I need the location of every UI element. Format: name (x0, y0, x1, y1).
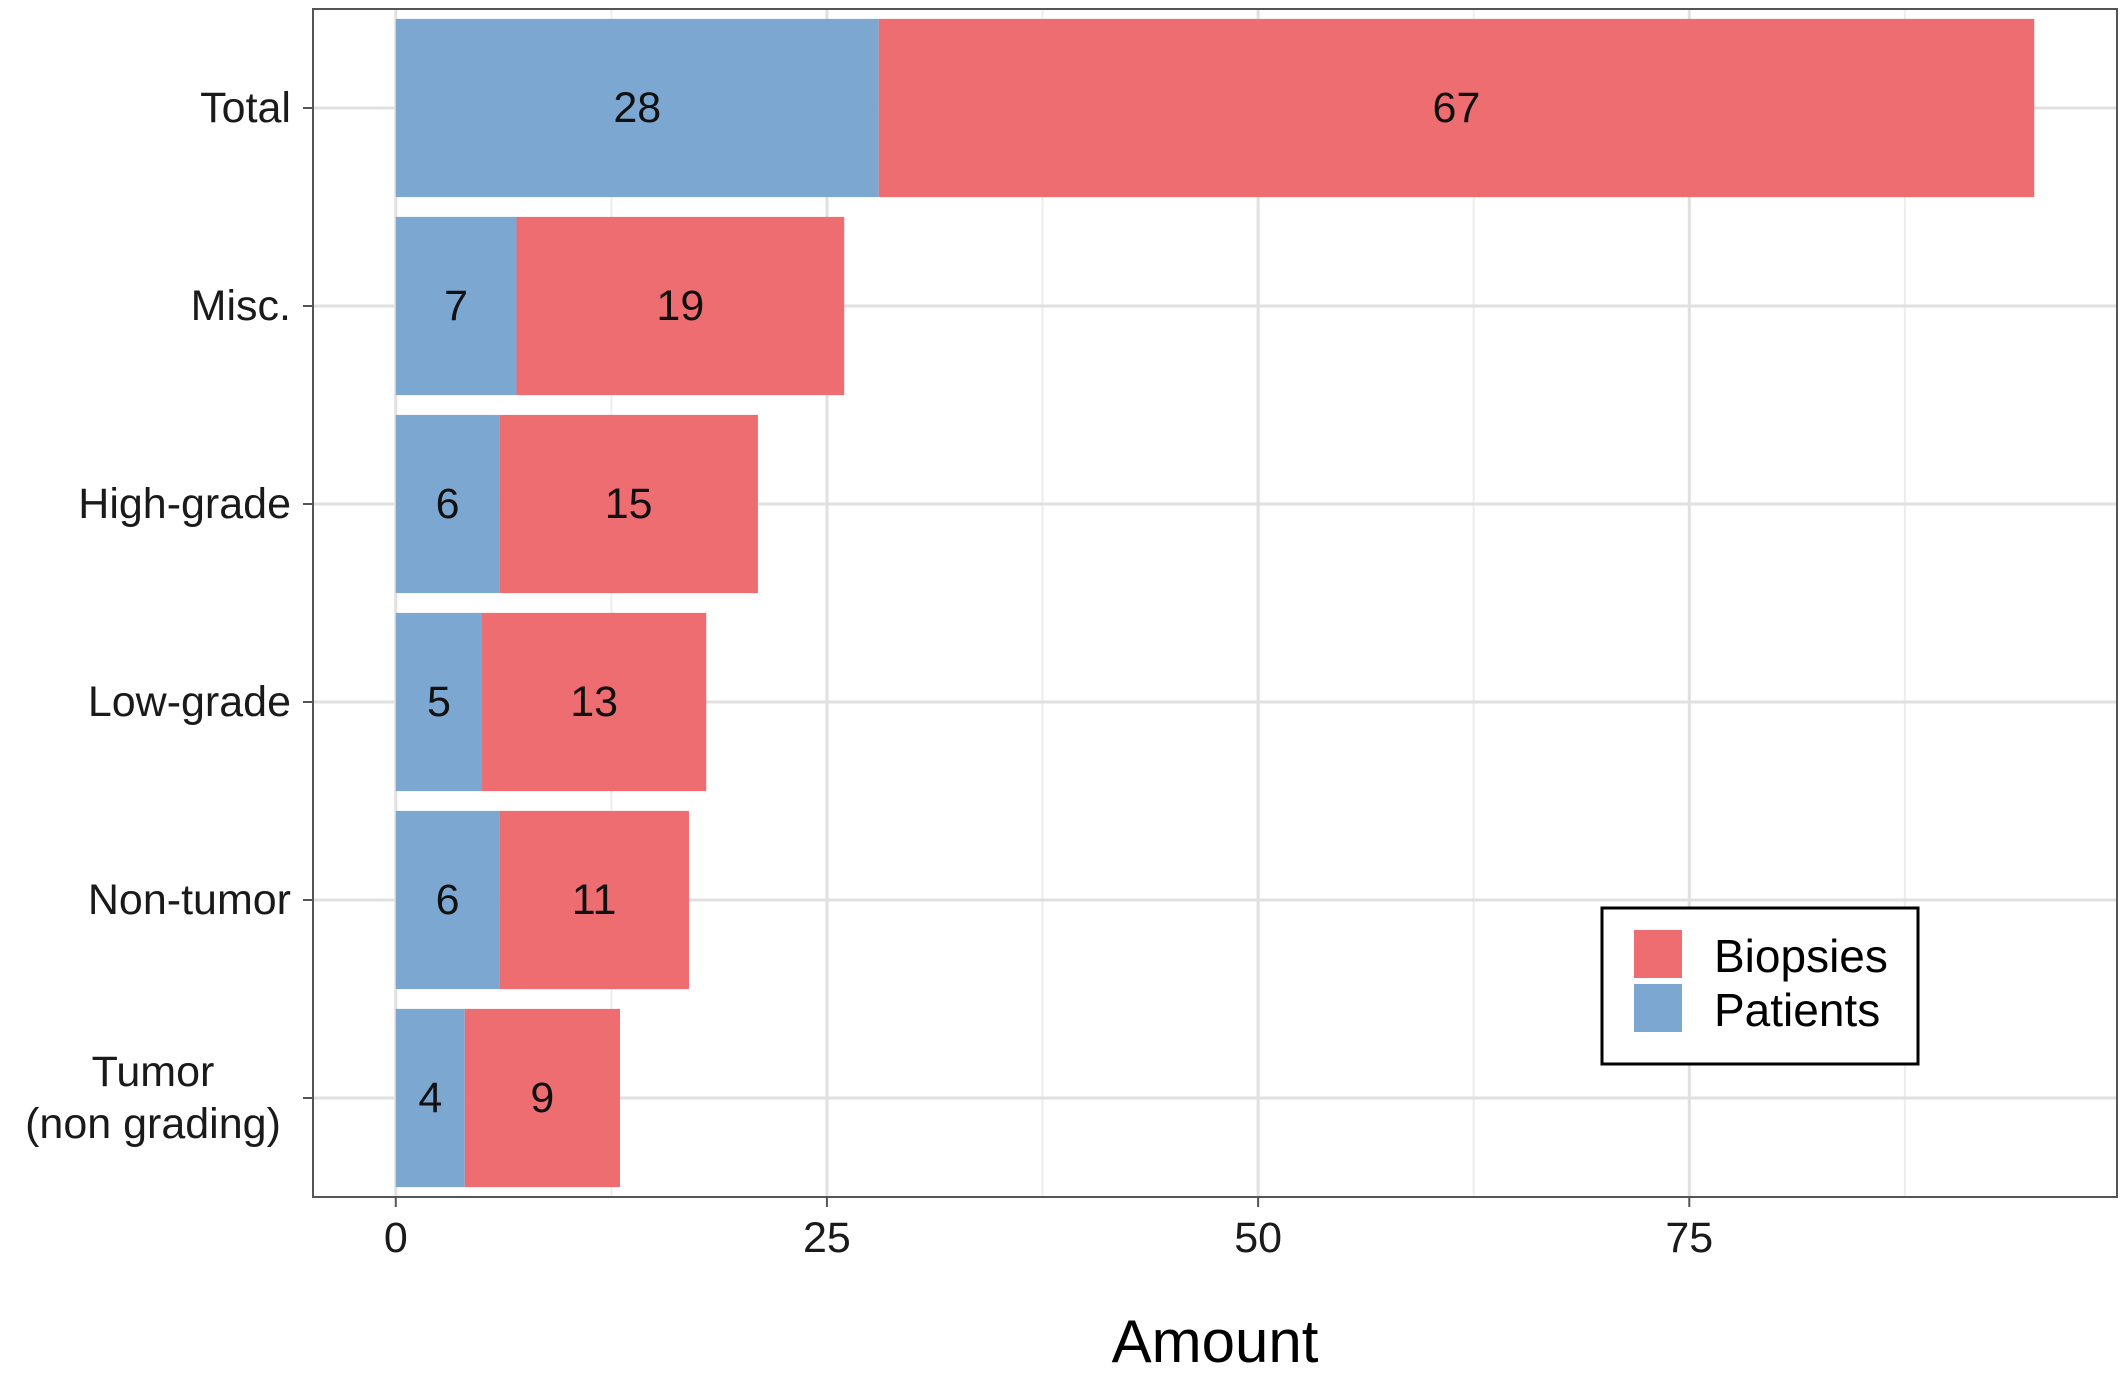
plot-panel-border (312, 8, 2118, 1198)
bar-value-label: 6 (436, 876, 460, 924)
bar-value-label: 15 (605, 480, 653, 528)
bar-value-label: 6 (436, 480, 460, 528)
y-tick-label: Total (200, 84, 291, 132)
x-tick-label: 75 (1665, 1214, 1713, 1262)
y-tick-label: Non-tumor (88, 876, 291, 924)
bar-value-label: 67 (1433, 84, 1481, 132)
x-tick-label: 50 (1234, 1214, 1282, 1262)
legend-swatch-patients (1634, 984, 1682, 1032)
bar-biopsies (482, 612, 707, 792)
bar-patients (395, 216, 517, 396)
bar-biopsies (499, 810, 689, 990)
bar-value-label: 7 (444, 282, 468, 330)
x-tick-label: 25 (803, 1214, 851, 1262)
bar-value-label: 19 (656, 282, 704, 330)
legend-swatch-biopsies (1634, 930, 1682, 978)
bar-patients (395, 810, 500, 990)
bar-patients (395, 18, 879, 198)
bar-value-label: 4 (418, 1074, 442, 1122)
y-tick-label: Tumor (non grading) (25, 1048, 281, 1148)
bar-value-label: 11 (572, 876, 617, 924)
legend-label-patients: Patients (1714, 984, 1880, 1036)
bar-biopsies (499, 414, 758, 594)
bar-patients (395, 612, 483, 792)
bar-value-label: 9 (530, 1074, 554, 1122)
bar-biopsies (516, 216, 845, 396)
bar-biopsies (464, 1008, 620, 1188)
bar-value-labels: 28 67 7 19 6 15 5 13 6 11 4 9 (418, 84, 1480, 1122)
legend-label-biopsies: Biopsies (1714, 930, 1888, 982)
bar-patients (395, 414, 500, 594)
bars (395, 18, 2035, 1188)
y-tick-label: Low-grade (88, 678, 291, 726)
bar-value-label: 13 (570, 678, 618, 726)
bar-biopsies (878, 18, 2035, 198)
y-axis: Total Misc. High-grade Low-grade Non-tumor Tu… (25, 84, 313, 1148)
x-axis: 0 25 50 75 (384, 1197, 1713, 1262)
bar-patients (395, 1008, 465, 1188)
x-tick-label: 0 (384, 1214, 408, 1262)
bar-value-label: 5 (427, 678, 451, 726)
x-axis-title: Amount (1112, 1308, 1319, 1375)
y-tick-label: Misc. (191, 282, 291, 330)
bar-value-label: 28 (613, 84, 661, 132)
y-tick-label: High-grade (78, 480, 291, 528)
